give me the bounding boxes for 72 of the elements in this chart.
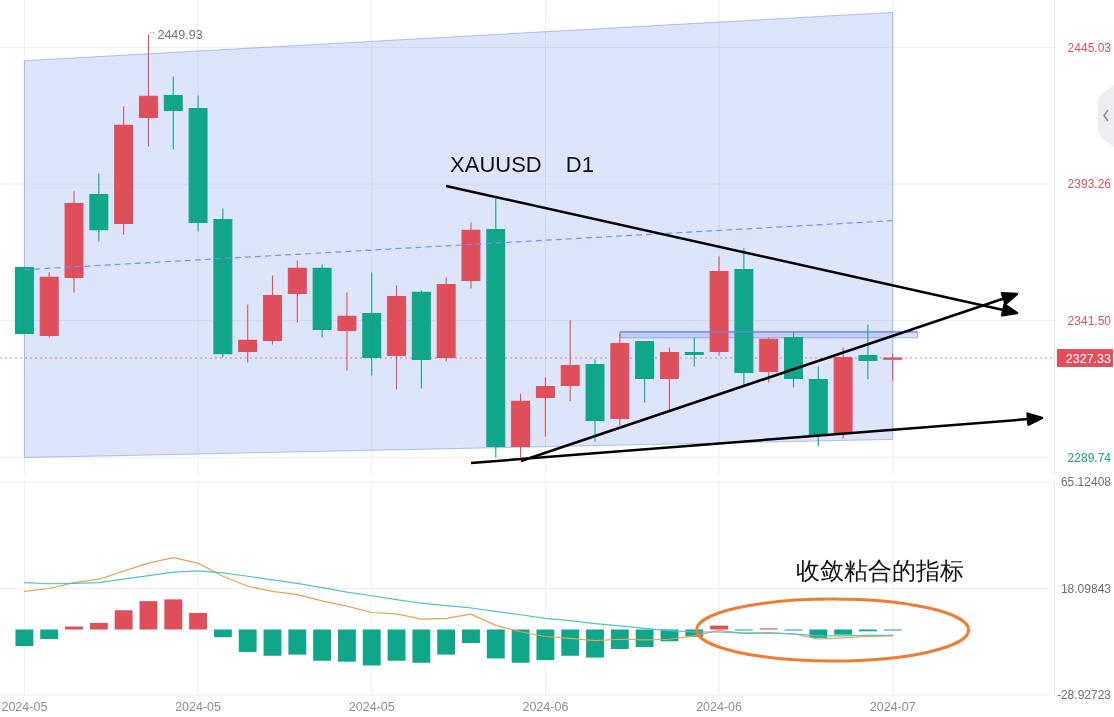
bar (486, 629, 505, 659)
line-series (23, 557, 894, 642)
text: XAUUSD D1 (450, 152, 594, 177)
candlestick (833, 346, 853, 440)
candlestick (362, 271, 382, 377)
bar (437, 629, 456, 655)
ref-line-label: 2327.33 (1065, 351, 1112, 366)
candlestick (188, 94, 208, 232)
candlestick (784, 330, 803, 388)
candlestick (312, 263, 332, 339)
bar (189, 612, 207, 630)
candlestick (411, 289, 431, 389)
bar (15, 629, 34, 647)
x-tick-label: 2024-06 (522, 700, 569, 714)
candlestick (535, 376, 555, 438)
candlestick (213, 207, 233, 359)
bar (40, 629, 59, 639)
bar (511, 629, 530, 663)
bar (313, 629, 332, 661)
bar (114, 610, 133, 630)
candlestick (39, 271, 59, 339)
candlestick (858, 324, 878, 381)
candlestick (684, 336, 704, 368)
x-tick-label: 2024-05 (348, 700, 395, 714)
bar (610, 629, 629, 649)
candlestick (163, 75, 183, 150)
x-tick-label: 2024-05 (1, 700, 48, 714)
y-tick-label: -28.92723 (1056, 688, 1112, 703)
candlestick (511, 392, 531, 459)
bar (387, 629, 406, 661)
candlestick (138, 33, 158, 148)
candlestick (635, 340, 655, 403)
bar (288, 629, 307, 655)
bar (362, 629, 381, 666)
candlestick (585, 358, 605, 443)
candlestick (734, 247, 754, 387)
y-tick-label: 2393.26 (1067, 177, 1112, 192)
candlestick (759, 336, 779, 383)
x-tick-label: 2024-06 (696, 700, 743, 714)
bar (412, 629, 431, 663)
bar (139, 601, 158, 630)
bar (586, 629, 604, 658)
bar (238, 629, 257, 652)
bar (89, 622, 108, 630)
x-tick-label: 2024-05 (175, 700, 222, 714)
bar (338, 629, 356, 662)
candlestick (114, 105, 134, 236)
bar (213, 629, 232, 638)
candlestick (287, 259, 307, 324)
annotation: 收敛粘合的指标 (795, 557, 964, 584)
candlestick (808, 365, 828, 448)
y-tick-label: 2445.03 (1067, 40, 1112, 55)
candlestick (486, 195, 506, 459)
bar (834, 629, 853, 635)
y-tick-label: 18.09843 (1060, 581, 1112, 596)
candlestick (263, 274, 282, 345)
bar (164, 599, 183, 630)
candlestick (14, 267, 34, 335)
bar (536, 629, 555, 661)
bar (635, 629, 654, 648)
bar (561, 629, 580, 656)
candlestick (89, 172, 109, 243)
candlestick (709, 255, 729, 357)
y-tick-label: 2341.50 (1067, 313, 1112, 328)
annotation: 2449.93 (157, 27, 203, 42)
candlestick (461, 221, 481, 289)
y-tick-label: 65.12408 (1060, 475, 1112, 490)
candlestick (64, 190, 84, 293)
y-tick-label: 2289.74 (1067, 450, 1112, 465)
x-tick-label: 2024-07 (869, 700, 916, 714)
bar (263, 629, 282, 656)
bar (462, 629, 480, 644)
